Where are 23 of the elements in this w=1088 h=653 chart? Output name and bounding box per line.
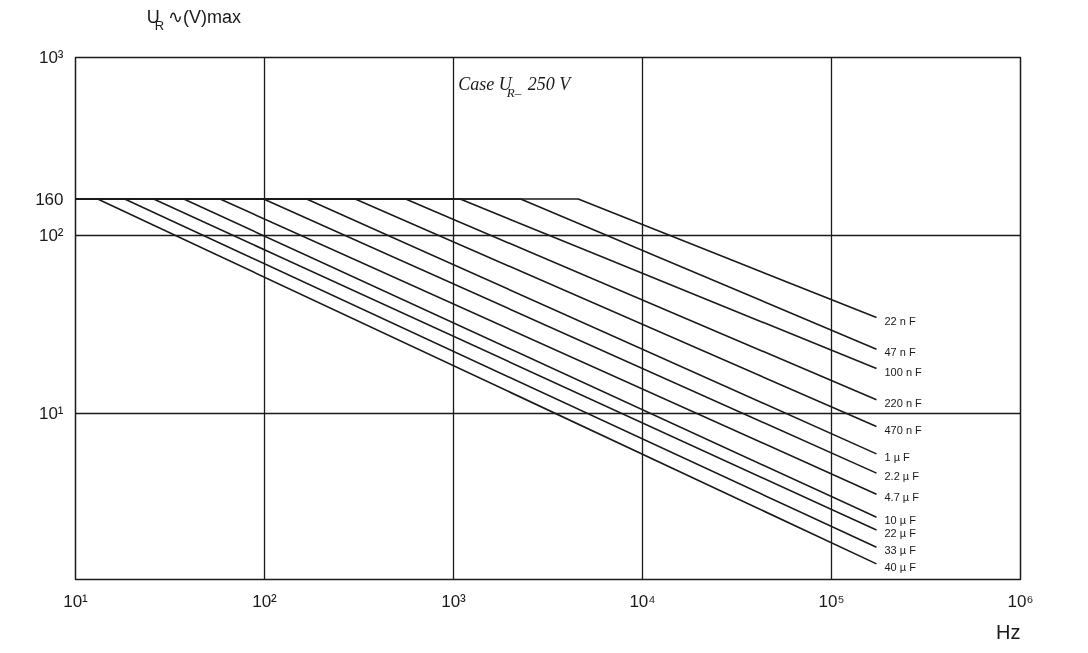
y-tick-label: 10¹ (38, 403, 64, 423)
x-tick-label: 10⁵ (818, 591, 845, 611)
series-label: 4.7 µ F (884, 491, 920, 504)
x-axis-title: Hz (996, 620, 1021, 643)
x-tick-label: 10⁶ (1007, 591, 1034, 611)
series-label: 33 µ F (884, 544, 917, 557)
x-tick-label: 10¹ (63, 591, 89, 611)
series-label: 40 µ F (884, 560, 917, 573)
series-label: 2.2 µ F (884, 470, 920, 483)
x-tick-label: 10³ (441, 591, 467, 611)
y-tick-label: 160 (35, 189, 64, 209)
x-tick-label: 10⁴ (629, 591, 656, 611)
series-label: 22 µ F (884, 527, 917, 540)
series-label: 1 µ F (884, 450, 911, 463)
series-label: 220 n F (884, 396, 923, 409)
series-label: 100 n F (884, 365, 923, 378)
series-label: 22 n F (884, 314, 916, 327)
x-tick-label: 10² (252, 591, 278, 611)
series-label: 47 n F (884, 346, 916, 359)
series-label: 470 n F (884, 423, 923, 436)
series-label: 10 µ F (884, 514, 917, 527)
y-tick-label: 10³ (38, 48, 64, 67)
y-tick-label: 10² (38, 225, 64, 245)
